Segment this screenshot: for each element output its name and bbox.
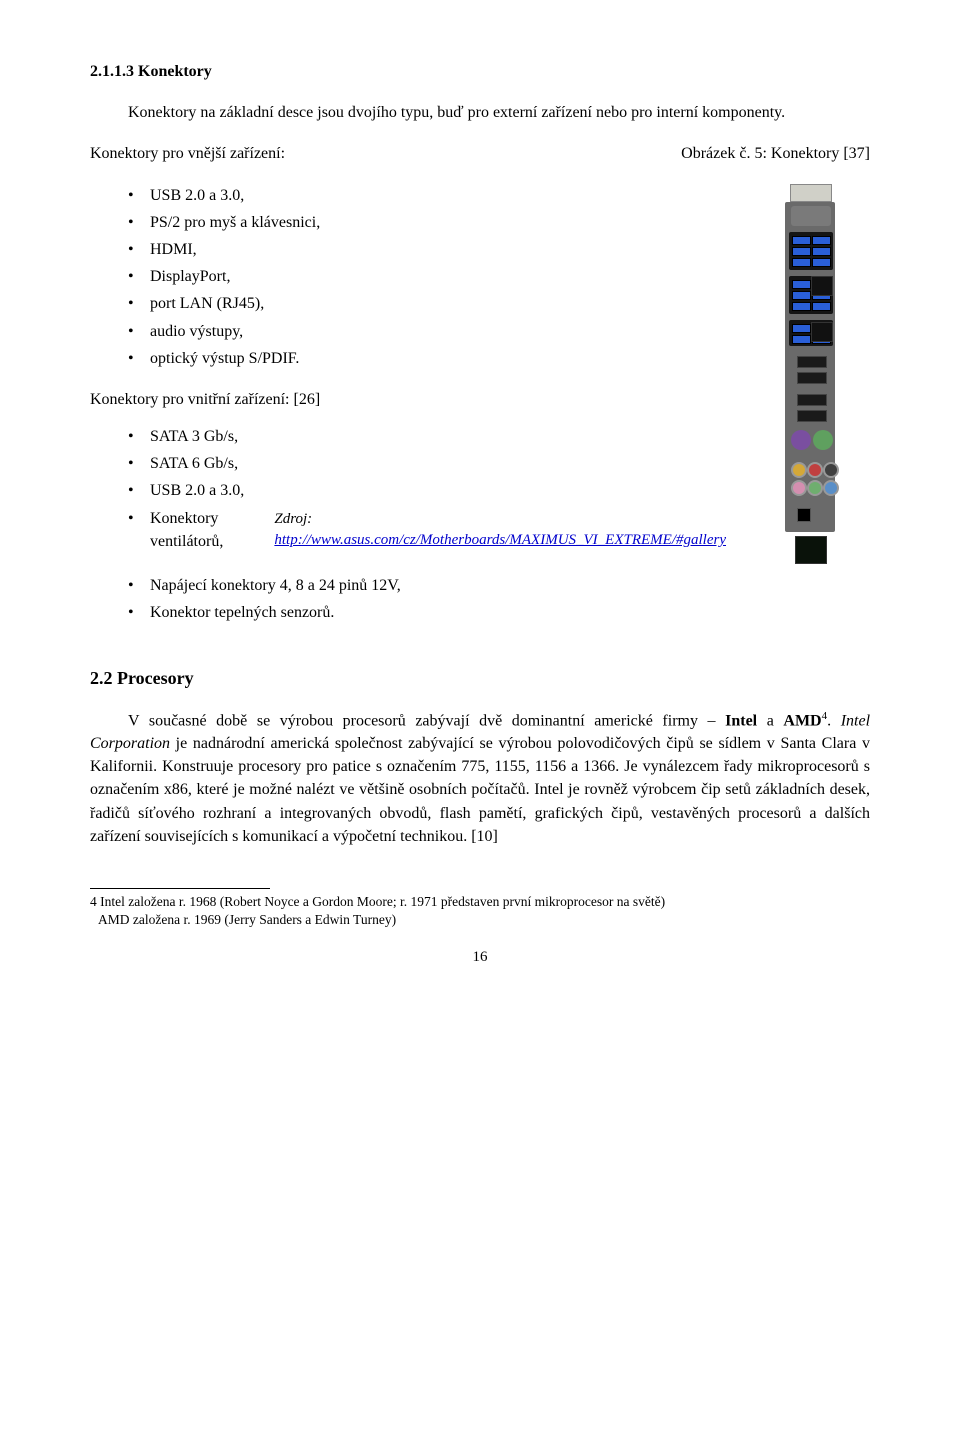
list-item: Konektory ventilátorů,Zdroj: http://www.… <box>128 507 726 559</box>
external-connectors-label: Konektory pro vnější zařízení: <box>90 142 285 165</box>
list-item: SATA 3 Gb/s, <box>128 425 726 448</box>
external-connectors-list: USB 2.0 a 3.0, PS/2 pro myš a klávesnici,… <box>128 184 726 370</box>
list-item: USB 2.0 a 3.0, <box>128 479 726 502</box>
list-item: optický výstup S/PDIF. <box>128 347 726 370</box>
figure-caption: Obrázek č. 5: Konektory [37] <box>681 142 870 165</box>
list-item: PS/2 pro myš a klávesnici, <box>128 211 726 234</box>
list-item: DisplayPort, <box>128 265 726 288</box>
section-heading-procesory: 2.2 Procesory <box>90 665 870 691</box>
list-item: USB 2.0 a 3.0, <box>128 184 726 207</box>
footnote-text: 4 Intel založena r. 1968 (Robert Noyce a… <box>90 893 870 929</box>
internal-connectors-list-a: SATA 3 Gb/s, SATA 6 Gb/s, USB 2.0 a 3.0, Ko… <box>128 425 726 558</box>
internal-connectors-list-b: Napájecí konektory 4, 8 a 24 pinů 12V, Ko… <box>128 574 870 624</box>
list-item: HDMI, <box>128 238 726 261</box>
list-item: audio výstupy, <box>128 320 726 343</box>
list-item: port LAN (RJ45), <box>128 292 726 315</box>
figure-source-link[interactable]: http://www.asus.com/cz/Motherboards/MAXI… <box>274 532 726 548</box>
processors-paragraph: V současné době se výrobou procesorů zab… <box>90 709 870 848</box>
section-heading-konektory: 2.1.1.3 Konektory <box>90 60 870 83</box>
internal-connectors-label: Konektory pro vnitřní zařízení: [26] <box>90 388 726 411</box>
page-number: 16 <box>90 947 870 969</box>
list-item: Konektor tepelných senzorů. <box>128 601 870 624</box>
list-item: SATA 6 Gb/s, <box>128 452 726 475</box>
intro-paragraph: Konektory na základní desce jsou dvojího… <box>90 101 870 124</box>
io-panel-figure <box>755 184 865 564</box>
list-item: Napájecí konektory 4, 8 a 24 pinů 12V, <box>128 574 870 597</box>
figure-source: Zdroj: http://www.asus.com/cz/Motherboar… <box>274 509 726 553</box>
footnote-separator <box>90 888 270 889</box>
